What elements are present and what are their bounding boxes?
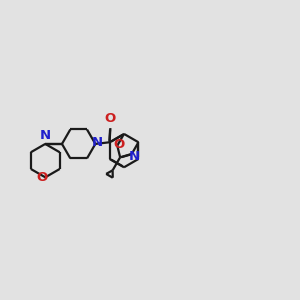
Text: O: O [114,138,125,151]
Text: O: O [36,171,47,184]
Text: N: N [91,136,102,149]
Text: N: N [128,150,140,163]
Text: N: N [40,129,51,142]
Text: O: O [105,112,116,125]
